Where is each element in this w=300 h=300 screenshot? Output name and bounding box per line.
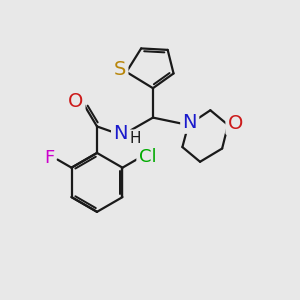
- Text: Cl: Cl: [139, 148, 156, 166]
- Text: O: O: [68, 92, 83, 111]
- Text: H: H: [130, 131, 141, 146]
- Text: O: O: [228, 114, 243, 133]
- Text: N: N: [182, 112, 197, 131]
- Text: N: N: [113, 124, 128, 143]
- Text: S: S: [114, 59, 126, 79]
- Text: F: F: [44, 149, 54, 167]
